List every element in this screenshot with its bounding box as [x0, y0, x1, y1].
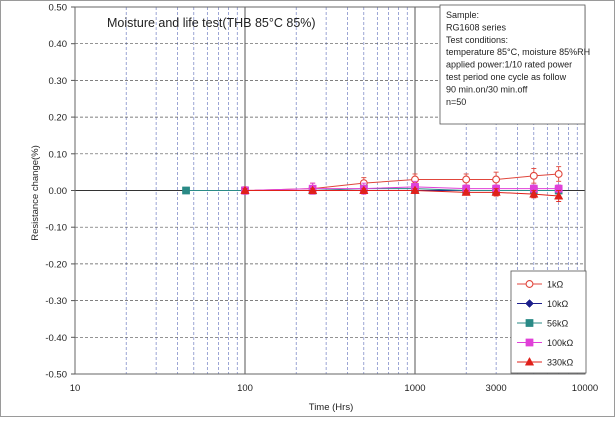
y-tick-label: 0.10	[49, 149, 68, 160]
grid	[75, 7, 585, 374]
y-tick-label: -0.40	[45, 333, 67, 344]
legend-marker	[525, 338, 534, 347]
y-tick-label: 0.50	[49, 3, 68, 14]
data-point	[182, 186, 190, 195]
legend: 1kΩ 10kΩ 56kΩ 100kΩ 330kΩ	[510, 270, 587, 374]
legend-label: 10kΩ	[547, 299, 569, 309]
legend-label: 100kΩ	[547, 338, 574, 348]
annotation-line: RG1608 series	[446, 22, 507, 32]
legend-marker	[525, 280, 534, 288]
legend-item: 100kΩ	[517, 338, 574, 348]
legend-item: 10kΩ	[517, 299, 569, 309]
data-point	[554, 190, 564, 200]
legend-item: 1kΩ	[517, 280, 564, 290]
data-point	[359, 185, 369, 194]
chart-title: Moisture and life test(THB 85°C 85%)	[107, 16, 316, 30]
data-point	[461, 187, 471, 196]
axes: 0.50 0.40 0.30 0.20 0.10 0.00 -0.10 -0.20 -0.30 -…	[45, 3, 598, 395]
legend-frame	[510, 270, 587, 374]
legend-label: 330kΩ	[547, 358, 574, 368]
annotation-line: test period one cycle as follow	[446, 72, 567, 82]
x-tick-label: 3000	[486, 383, 507, 394]
annotation-line: n=50	[446, 97, 466, 107]
annotation-box-frame	[439, 4, 586, 125]
y-tick-label: 0.30	[49, 76, 68, 87]
data-point	[462, 175, 471, 184]
data-point	[410, 185, 420, 194]
annotation-line: 90 min.on/30 min.off	[446, 84, 528, 94]
legend-marker	[525, 299, 534, 308]
y-tick-label: 0.20	[49, 113, 68, 124]
y-tick-label: -0.20	[45, 259, 67, 270]
annotation-line: applied power:1/10 rated power	[446, 60, 572, 70]
data-point	[529, 171, 538, 180]
legend-marker	[525, 319, 534, 327]
y-axis-label: Resistance change(%)	[30, 145, 41, 241]
x-tick-label: 10000	[572, 383, 598, 394]
x-tick-label: 100	[237, 383, 253, 394]
legend-marker	[524, 356, 535, 366]
data-point	[491, 187, 501, 196]
data-point	[240, 185, 250, 194]
y-tick-label: 0.40	[49, 39, 68, 50]
series-group	[182, 166, 564, 202]
x-axis-label: Time (Hrs)	[309, 402, 354, 413]
x-tick-label: 1000	[404, 383, 425, 394]
legend-label: 56kΩ	[547, 319, 569, 329]
series-line	[244, 186, 559, 191]
y-tick-label: -0.30	[45, 296, 67, 307]
y-tick-label: -0.50	[45, 370, 67, 381]
data-point	[492, 175, 501, 184]
data-point	[529, 189, 539, 198]
series-5	[240, 185, 564, 202]
data-point	[308, 185, 318, 194]
x-tick-label: 10	[70, 383, 81, 394]
legend-item: 56kΩ	[517, 319, 569, 329]
annotation-line: temperature 85°C, moisture 85%RH	[446, 47, 590, 57]
series-line	[244, 173, 559, 191]
y-tick-label: -0.10	[45, 223, 67, 234]
data-point	[554, 170, 563, 178]
annotation-line: Test conditions:	[446, 35, 508, 45]
legend-label: 1kΩ	[547, 280, 564, 290]
series-line	[245, 190, 559, 197]
annotation-line: Sample:	[446, 10, 479, 20]
y-tick-label: 0.00	[49, 186, 68, 197]
annotation-box: Sample: RG1608 series Test conditions: temp…	[439, 4, 590, 125]
legend-item: 330kΩ	[517, 356, 574, 368]
